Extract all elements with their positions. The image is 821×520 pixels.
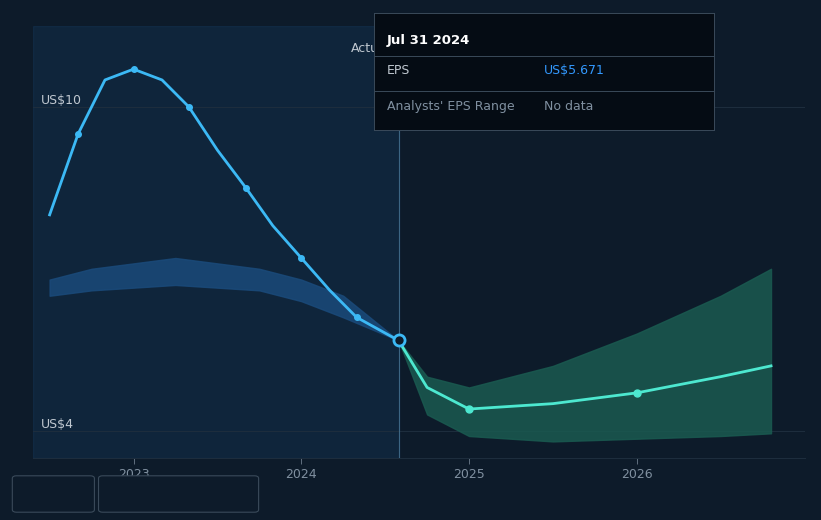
Text: US$4: US$4 bbox=[41, 418, 74, 431]
Text: ●: ● bbox=[110, 488, 122, 500]
Text: Analysts Forecasts: Analysts Forecasts bbox=[407, 42, 523, 55]
Text: US$5.671: US$5.671 bbox=[544, 64, 605, 77]
Text: ●: ● bbox=[24, 488, 35, 500]
Text: Actual: Actual bbox=[351, 42, 390, 55]
Text: EPS: EPS bbox=[388, 64, 410, 77]
Text: Jul 31 2024: Jul 31 2024 bbox=[388, 34, 470, 47]
Text: EPS: EPS bbox=[39, 488, 61, 500]
Text: Analysts' EPS Range: Analysts' EPS Range bbox=[388, 99, 515, 112]
Text: Analysts' EPS Range: Analysts' EPS Range bbox=[126, 488, 245, 500]
Text: US$10: US$10 bbox=[41, 94, 82, 107]
Text: No data: No data bbox=[544, 99, 594, 112]
Bar bbox=[33, 26, 398, 458]
